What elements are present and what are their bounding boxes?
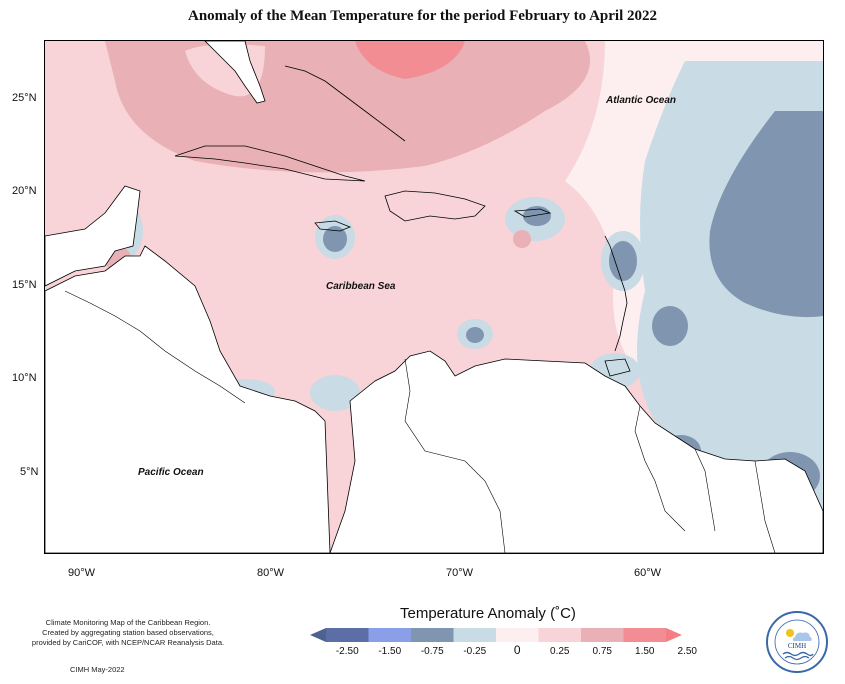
lon-label-90w: 90°W: [68, 567, 96, 579]
border-colombia-venezuela: [404, 358, 506, 553]
legend-title: Temperature Anomaly (˚C): [400, 605, 576, 622]
cool-patch-colombia-coast: [310, 375, 360, 411]
legend-tick-label: 2.50: [678, 646, 698, 657]
legend-swatch: [623, 628, 666, 642]
legend-tick-label: -2.50: [336, 646, 359, 657]
legend-tick-label: 0: [514, 643, 521, 657]
lat-label-5n: 5°N: [20, 466, 39, 478]
border-central-america: [64, 290, 246, 404]
land-central-america: [45, 245, 331, 553]
anomaly-map: [44, 40, 824, 554]
land-bahamas: [284, 65, 406, 142]
anomaly-map-canvas: [45, 41, 823, 553]
land-florida: [204, 41, 266, 104]
cold-patch-abc-islands: [466, 327, 484, 343]
legend-swatch: [411, 628, 454, 642]
cloud-icon: [792, 632, 812, 641]
land-mexico-yucatan: [45, 185, 141, 287]
lat-label-20n: 20°N: [12, 185, 37, 197]
cold-patch-jamaica: [323, 226, 347, 252]
lat-label-10n: 10°N: [12, 372, 37, 384]
lon-label-60w: 60°W: [634, 567, 662, 579]
cold-patch-lesser-antilles: [609, 241, 637, 281]
land-south-america: [329, 350, 823, 553]
legend-swatch: [326, 628, 369, 642]
legend-swatch: [453, 628, 496, 642]
waves-icon-2: [784, 655, 810, 661]
legend-tick-label: -1.50: [378, 646, 401, 657]
land-jamaica: [314, 220, 352, 232]
border-venezuela-guyana: [634, 405, 686, 532]
footer-line-3: provided by CariCOF, with NCEP/NCAR Rean…: [31, 638, 225, 647]
footer-description: Climate Monitoring Map of the Caribbean …: [18, 618, 238, 648]
legend-tick-label: 1.50: [635, 646, 655, 657]
legend-colorbar: -2.50 -1.50 -0.75 -0.25 0 0.25 0.75 1.50 2.50: [310, 628, 698, 657]
legend-swatch: [496, 628, 539, 642]
footer-line-2: Created by aggregating station based obs…: [42, 628, 214, 637]
border-suriname-guiana: [754, 460, 776, 553]
cold-patch-barbados: [652, 306, 688, 346]
warm-patch-hispaniola: [513, 230, 531, 248]
legend-swatch: [581, 628, 624, 642]
legend-arrow-high: [666, 628, 682, 642]
pacific-ocean-label: Pacific Ocean: [138, 467, 204, 478]
logo-text: CIMH: [788, 642, 806, 650]
waves-icon: [782, 651, 814, 657]
map-title: Anomaly of the Mean Temperature for the …: [188, 8, 657, 24]
legend-tick-label: 0.75: [593, 646, 613, 657]
caribbean-sea-label: Caribbean Sea: [326, 281, 396, 292]
land-puerto-rico: [513, 208, 552, 218]
lon-label-80w: 80°W: [257, 567, 285, 579]
lon-label-70w: 70°W: [446, 567, 474, 579]
land-lesser-antilles: [604, 235, 628, 352]
legend-tick-label: -0.75: [421, 646, 444, 657]
land-hispaniola: [384, 190, 486, 222]
legend-tick-label: -0.25: [463, 646, 486, 657]
legend-swatch: [368, 628, 411, 642]
land-cuba: [174, 145, 366, 182]
border-guyana-suriname: [694, 448, 716, 532]
cimh-logo: CIMH: [766, 611, 828, 673]
sun-icon: [786, 629, 794, 637]
footer-line-1: Climate Monitoring Map of the Caribbean …: [45, 618, 211, 627]
legend-arrow-low: [310, 628, 326, 642]
legend-tick-label: 0.25: [550, 646, 570, 657]
land-trinidad: [604, 358, 631, 377]
anomaly-warm-core: [355, 41, 465, 79]
anomaly-cold-east: [709, 111, 823, 318]
lat-label-25n: 25°N: [12, 92, 37, 104]
footer-credit: CIMH May-2022: [70, 665, 125, 674]
atlantic-ocean-label: Atlantic Ocean: [606, 95, 677, 106]
legend-swatch: [538, 628, 581, 642]
lat-label-15n: 15°N: [12, 279, 37, 291]
